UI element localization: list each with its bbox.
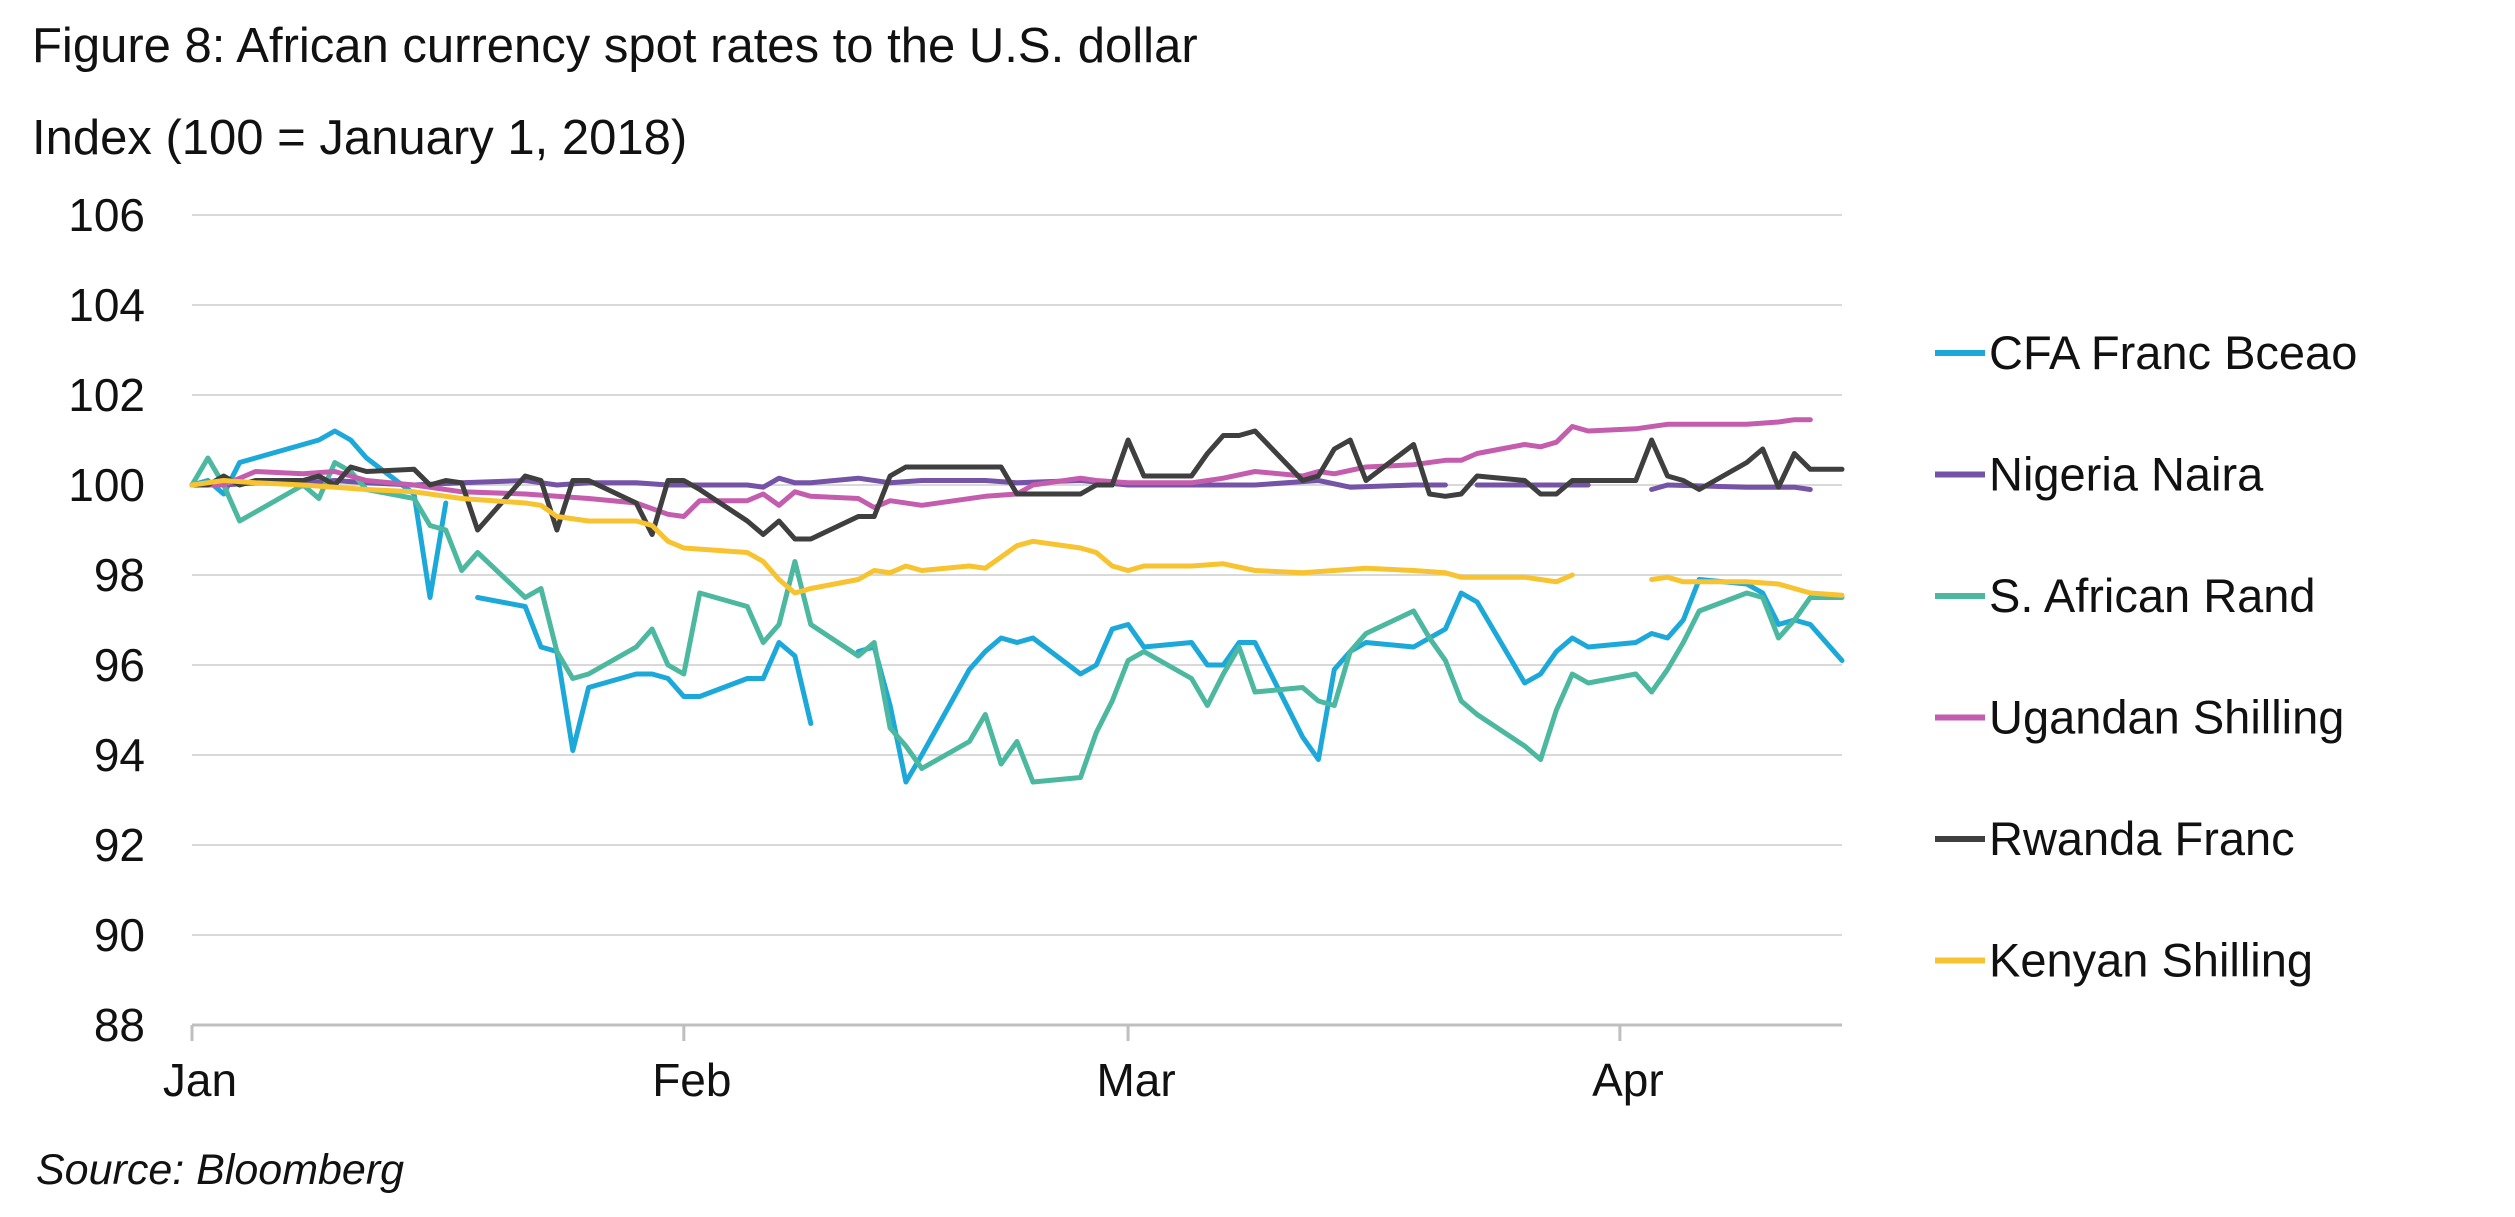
series-line — [855, 577, 1845, 785]
x-tick-label: Apr — [1592, 1054, 1664, 1106]
series-lines — [189, 417, 1845, 785]
legend-label: Ugandan Shilling — [1989, 691, 2344, 744]
chart-title: Figure 8: African currency spot rates to… — [32, 19, 1198, 73]
y-tick-label: 102 — [68, 369, 145, 421]
legend-label: Kenyan Shilling — [1989, 934, 2313, 987]
y-tick-label: 100 — [68, 459, 145, 511]
y-tick-label: 88 — [94, 999, 145, 1051]
legend: CFA Franc Bceao Nigeria Naira S. African R… — [1935, 326, 2357, 987]
series-line — [189, 428, 449, 600]
y-tick-label: 104 — [68, 279, 145, 331]
axes: 88 90 92 94 96 98 100 102 104 106 Jan Feb Mar Apr — [68, 189, 1842, 1106]
y-tick-label: 98 — [94, 549, 145, 601]
series-line — [189, 417, 1813, 519]
legend-label: CFA Franc Bceao — [1989, 326, 2357, 379]
y-tick-label: 106 — [68, 189, 145, 241]
legend-label: S. African Rand — [1989, 569, 2316, 622]
series-line — [189, 428, 1845, 542]
source-note: Source: Bloomberg — [36, 1146, 405, 1194]
legend-label: Nigeria Naira — [1989, 448, 2264, 501]
y-tick-label: 96 — [94, 639, 145, 691]
series-kenyan-shilling — [189, 478, 1845, 598]
series-s-african-rand — [189, 455, 1845, 785]
y-tick-label: 94 — [94, 729, 145, 781]
series-line — [189, 478, 1575, 596]
series-rwanda-franc — [189, 428, 1845, 542]
gridlines — [192, 214, 1842, 936]
y-tick-label: 90 — [94, 909, 145, 961]
y-tick-label: 92 — [94, 819, 145, 871]
x-tick-label: Feb — [652, 1054, 731, 1106]
series-line — [1649, 574, 1845, 598]
series-line — [189, 455, 1845, 785]
x-tick-label: Mar — [1096, 1054, 1175, 1106]
series-line — [1649, 482, 1813, 492]
series-line — [475, 595, 814, 753]
series-ugandan-shilling — [189, 417, 1813, 519]
chart-subtitle: Index (100 = January 1, 2018) — [32, 111, 688, 165]
x-tick-label: Jan — [163, 1054, 237, 1106]
legend-label: Rwanda Franc — [1989, 812, 2295, 865]
